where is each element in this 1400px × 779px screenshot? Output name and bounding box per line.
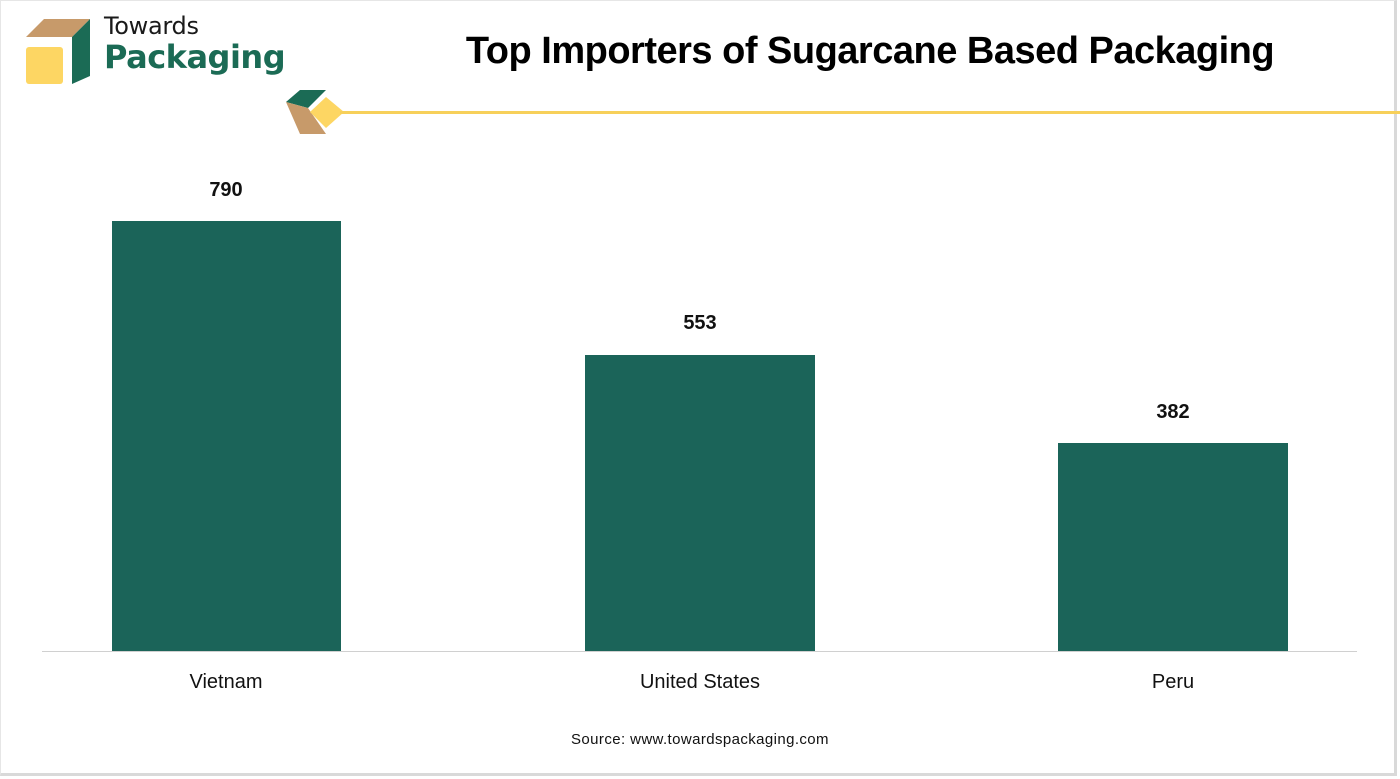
chart-title: Top Importers of Sugarcane Based Packagi… — [465, 30, 1275, 72]
decorative-diamond-icon — [286, 90, 344, 134]
bar-united-states — [585, 355, 815, 651]
bar-peru — [1058, 443, 1288, 651]
value-label-peru: 382 — [1156, 401, 1190, 423]
category-label-peru: Peru — [1151, 671, 1195, 693]
x-axis-line — [42, 651, 1357, 652]
header-divider-line — [340, 111, 1400, 114]
bar-vietnam — [112, 221, 341, 651]
brand-name-bottom: Packaging — [104, 38, 286, 76]
brand-name-top: Towards — [104, 12, 199, 40]
towards-packaging-logo-icon — [26, 19, 90, 84]
value-label-vietnam: 790 — [209, 179, 243, 201]
source-text: Source: www.towardspackaging.com — [571, 731, 829, 748]
category-label-vietnam: Vietnam — [189, 671, 263, 693]
category-label-united-states: United States — [639, 671, 761, 693]
value-label-united-states: 553 — [683, 312, 717, 334]
